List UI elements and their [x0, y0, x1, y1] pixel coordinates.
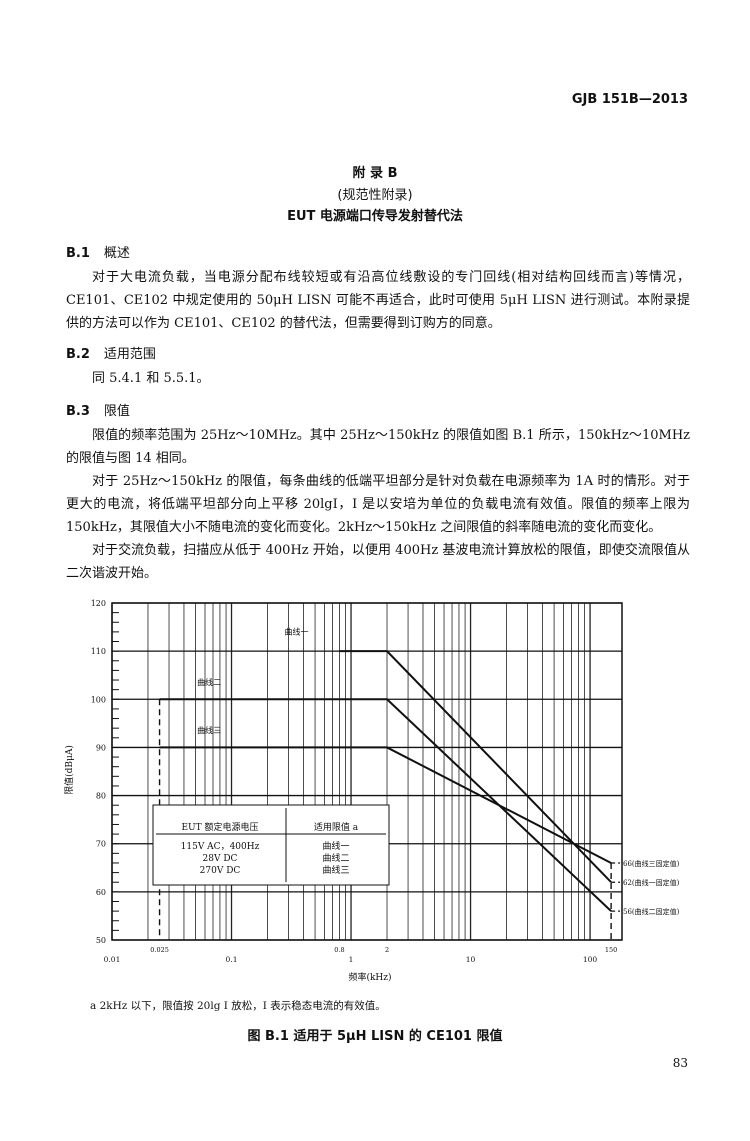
paragraph: 限值的频率范围为 25Hz～10MHz。其中 25Hz～150kHz 的限值如图…	[66, 428, 690, 466]
plot-frame	[111, 602, 623, 941]
section-title: 概述	[103, 246, 130, 261]
y-tick-label: 100	[91, 695, 106, 704]
y-tick-label: 90	[96, 743, 106, 752]
table-cell: 曲线三	[322, 864, 349, 876]
curve-name-label: 曲线三	[197, 725, 221, 735]
table-header: EUT 额定电源电压	[181, 821, 258, 833]
table-cell: 115V AC，400Hz	[181, 842, 260, 852]
footnote: a 2kHz 以下，限值按 20lg I 放松，I 表示稳态电流的有效值。	[90, 1000, 386, 1012]
x-marked-tick-label: 0.8	[334, 946, 344, 954]
y-tick-label: 110	[91, 647, 106, 656]
curve-name-label: 曲线二	[197, 677, 221, 687]
paragraph: 对于大电流负载，当电源分配布线较短或有沿高位线敷设的专门回线(相对结构回线而言)…	[66, 270, 690, 331]
x-tick-label: 1	[349, 955, 354, 964]
paragraph: 同 5.4.1 和 5.5.1。	[92, 371, 210, 386]
chart-grid	[111, 602, 623, 941]
section-number: B.2	[66, 347, 90, 362]
document-id: GJB 151B—2013	[571, 92, 688, 107]
x-marked-tick-label: 0.025	[150, 946, 169, 954]
table-header: 适用限值 a	[314, 821, 359, 833]
curve-end-label: 62(曲线一固定值)	[623, 878, 680, 887]
x-marked-tick-label: 150	[605, 946, 617, 954]
annex-name: EUT 电源端口传导发射替代法	[287, 209, 463, 224]
x-tick-label: 100	[583, 955, 598, 964]
y-tick-label: 50	[96, 936, 106, 945]
table-cell: 270V DC	[200, 866, 241, 876]
section-heading-b2: B.2 适用范围	[66, 343, 156, 362]
paragraph: 对于交流负载，扫描应从低于 400Hz 开始，以便用 400Hz 基波电流计算放…	[66, 543, 690, 581]
x-axis-label: 频率(kHz)	[348, 971, 391, 983]
annex-title: 附 录 B	[352, 166, 398, 181]
section-heading-b3: B.3 限值	[66, 400, 130, 419]
x-tick-label: 10	[466, 955, 476, 964]
y-axis-label: 限值(dBμA)	[63, 745, 75, 795]
table-cell: 28V DC	[203, 854, 238, 864]
curve-1	[339, 650, 612, 883]
paragraph: 对于 25Hz～150kHz 的限值，每条曲线的低端平坦部分是针对负载在电源频率…	[66, 474, 690, 535]
curve-2	[159, 698, 612, 912]
section-number: B.1	[66, 246, 90, 261]
y-tick-label: 60	[96, 888, 106, 897]
y-tick-label: 80	[96, 792, 106, 801]
curve-name-label: 曲线一	[285, 626, 309, 636]
y-tick-label: 70	[96, 840, 106, 849]
section-number: B.3	[66, 404, 90, 419]
curve-3	[159, 746, 612, 864]
annex-type: (规范性附录)	[337, 188, 413, 203]
section-title: 限值	[103, 404, 130, 419]
table-cell: 曲线二	[322, 852, 349, 864]
inset-table: EUT 额定电源电压 适用限值 a 115V AC，400Hz 曲线一 28V …	[152, 804, 390, 886]
y-tick-label: 120	[91, 599, 106, 608]
figure-caption: 图 B.1 适用于 5μH LISN 的 CE101 限值	[247, 1029, 503, 1044]
table-cell: 曲线一	[322, 840, 349, 852]
curve-end-label: 56(曲线二固定值)	[623, 907, 680, 916]
x-tick-label: 0.01	[104, 955, 121, 964]
x-tick-label: 0.1	[226, 955, 238, 964]
x-marked-tick-label: 2	[385, 946, 389, 954]
section-heading-b1: B.1 概述	[66, 242, 130, 261]
chart-curves	[158, 650, 620, 940]
section-title: 适用范围	[103, 347, 156, 362]
page-number: 83	[672, 1056, 688, 1070]
curve-end-label: 66(曲线三固定值)	[623, 859, 680, 868]
